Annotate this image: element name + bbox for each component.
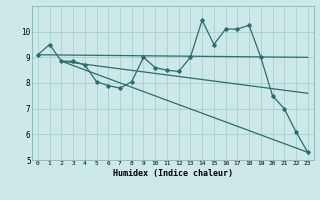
X-axis label: Humidex (Indice chaleur): Humidex (Indice chaleur) — [113, 169, 233, 178]
